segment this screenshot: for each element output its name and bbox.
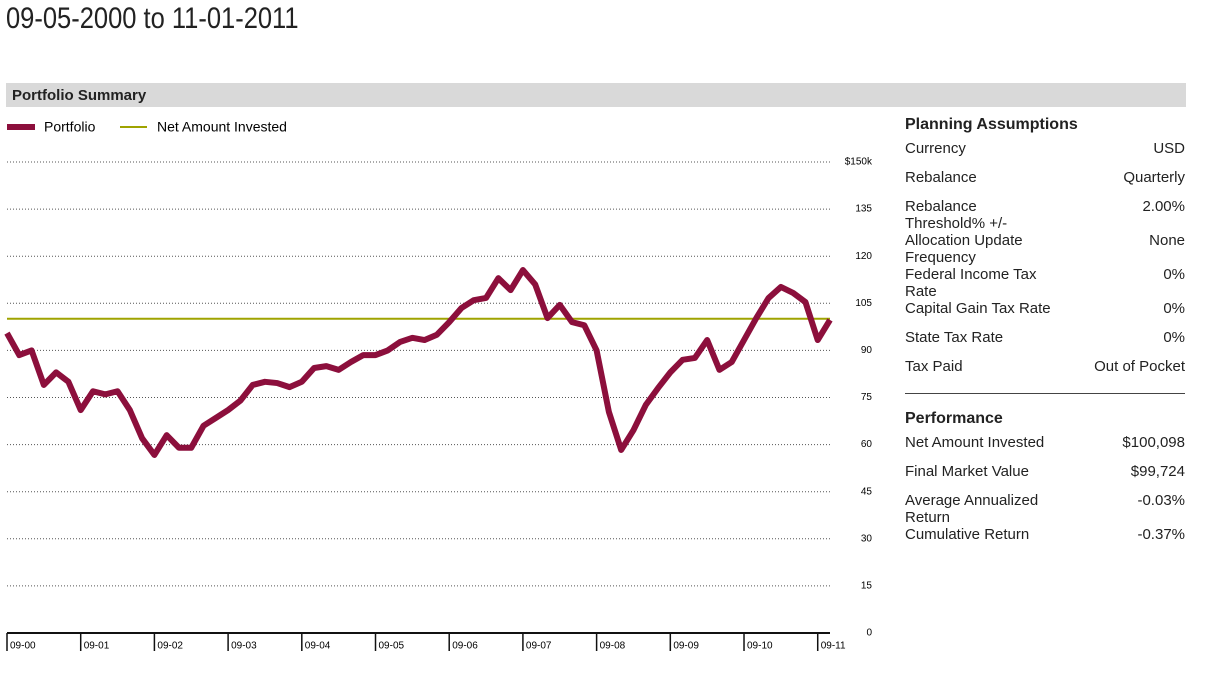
row-label: Final Market Value xyxy=(905,463,1029,480)
table-row: Final Market Value $99,724 xyxy=(905,463,1185,492)
row-value: 0% xyxy=(1163,266,1185,283)
table-row: Net Amount Invested $100,098 xyxy=(905,434,1185,463)
table-row: Capital Gain Tax Rate 0% xyxy=(905,300,1185,329)
row-value: None xyxy=(1149,232,1185,249)
row-label: Average Annualized Return xyxy=(905,492,1039,526)
legend-label: Net Amount Invested xyxy=(157,119,287,135)
row-value: 2.00% xyxy=(1142,198,1185,215)
row-value: -0.03% xyxy=(1137,492,1185,509)
table-row: Cumulative Return -0.37% xyxy=(905,526,1185,555)
y-tick-label: 75 xyxy=(861,392,873,403)
table-row: Tax Paid Out of Pocket xyxy=(905,358,1185,387)
row-value: -0.37% xyxy=(1137,526,1185,543)
row-value: $99,724 xyxy=(1130,463,1185,480)
row-label: Capital Gain Tax Rate xyxy=(905,300,1051,317)
table-row: Federal Income Tax Rate 0% xyxy=(905,266,1185,300)
row-value: Out of Pocket xyxy=(1094,358,1185,375)
row-value: Quarterly xyxy=(1123,169,1185,186)
x-tick-label: 09-05 xyxy=(379,641,405,652)
chart: 0 15 30 45 60 75 90 105 120 135 $150k 09-00 09-01 09-… xyxy=(4,119,873,652)
x-tick-label: 09-10 xyxy=(747,641,773,652)
legend-label: Portfolio xyxy=(44,119,96,135)
y-tick-label: 0 xyxy=(866,628,872,639)
section-bar: Portfolio Summary xyxy=(6,83,1186,107)
row-label: Tax Paid xyxy=(905,358,963,375)
row-label: Rebalance Threshold% +/- xyxy=(905,198,1008,232)
y-tick-label: 105 xyxy=(855,298,872,309)
y-tick-label: 60 xyxy=(861,439,873,450)
x-tick-label: 09-04 xyxy=(305,641,331,652)
panel-title: Performance xyxy=(905,410,1003,427)
x-tick-label: 09-02 xyxy=(157,641,183,652)
row-label: Net Amount Invested xyxy=(905,434,1045,451)
section-title: Portfolio Summary xyxy=(12,87,147,104)
row-value: $100,098 xyxy=(1122,434,1185,451)
table-row: Allocation Update Frequency None xyxy=(905,232,1185,266)
x-tick-label: 09-00 xyxy=(10,641,36,652)
table-row: Currency USD xyxy=(905,140,1185,169)
panel-title: Planning Assumptions xyxy=(905,116,1078,133)
row-label: Rebalance xyxy=(905,169,977,186)
y-tick-label: 30 xyxy=(861,533,873,544)
y-tick-label: $150k xyxy=(845,157,873,168)
y-tick-label: 135 xyxy=(855,204,872,215)
x-tick-label: 09-09 xyxy=(673,641,699,652)
x-tick-label: 09-01 xyxy=(84,641,110,652)
row-label: Cumulative Return xyxy=(905,526,1030,543)
row-label: State Tax Rate xyxy=(905,329,1004,346)
table-row: Average Annualized Return -0.03% xyxy=(905,492,1185,526)
row-value: 0% xyxy=(1163,300,1185,317)
table-row: State Tax Rate 0% xyxy=(905,329,1185,358)
row-label: Allocation Update Frequency xyxy=(905,232,1023,266)
x-tick-label: 09-03 xyxy=(231,641,257,652)
line xyxy=(4,267,833,458)
table-row: Rebalance Quarterly xyxy=(905,169,1185,198)
x-tick-label: 09-06 xyxy=(452,641,478,652)
table-row: Rebalance Threshold% +/- 2.00% xyxy=(905,198,1185,232)
performance-panel: Performance Net Amount Invested $100,098 Fi… xyxy=(905,393,1185,555)
row-value: USD xyxy=(1153,140,1185,157)
y-tick-label: 15 xyxy=(861,581,873,592)
row-label: Currency xyxy=(905,140,966,157)
x-tick-label: 09-11 xyxy=(821,641,846,652)
x-tick-label: 09-08 xyxy=(600,641,626,652)
planning-panel: Planning Assumptions Currency USD Rebalance… xyxy=(905,116,1185,387)
y-tick-label: 90 xyxy=(861,345,873,356)
row-label: Federal Income Tax Rate xyxy=(905,266,1037,300)
page-title: 09-05-2000 to 11-01-2011 xyxy=(6,2,299,35)
row-value: 0% xyxy=(1163,329,1185,346)
x-tick-label: 09-07 xyxy=(526,641,552,652)
legend-swatch xyxy=(7,124,35,130)
y-tick-label: 45 xyxy=(861,486,873,497)
y-tick-label: 120 xyxy=(855,251,872,262)
